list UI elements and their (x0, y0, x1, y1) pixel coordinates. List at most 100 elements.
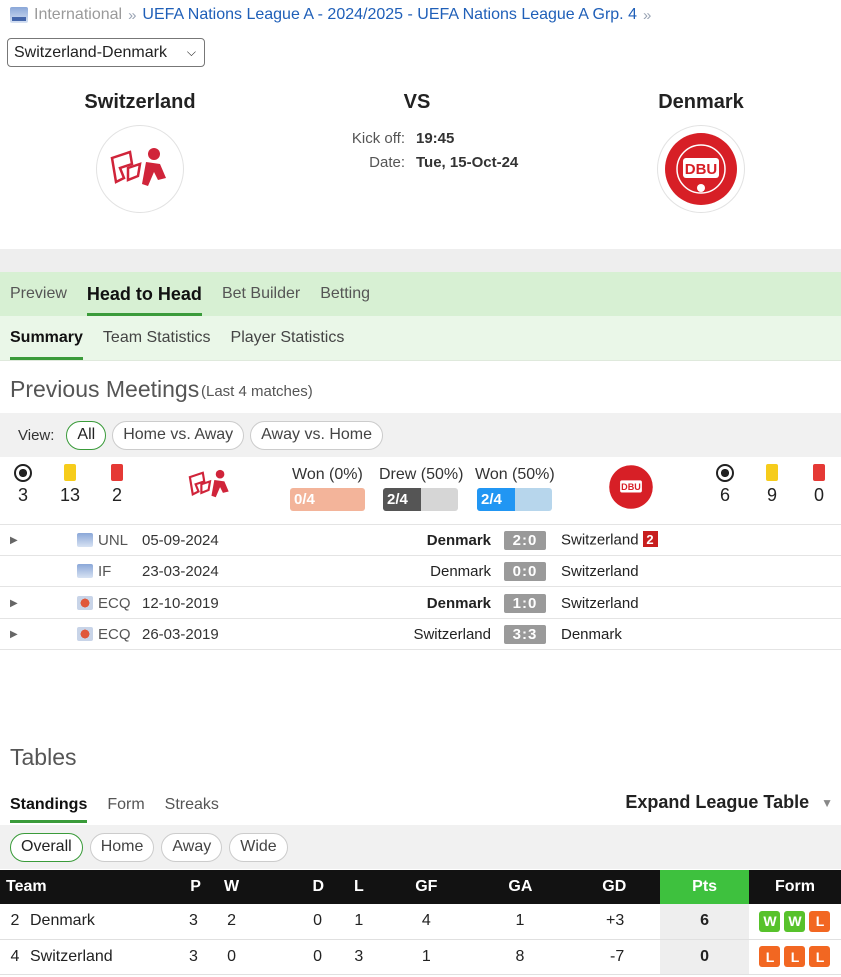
col-form[interactable]: Form (748, 870, 841, 904)
match-home-team: Switzerland (413, 625, 491, 643)
won-cell: 0 (207, 939, 256, 975)
form-badge[interactable]: W (759, 910, 781, 932)
match-select[interactable]: Switzerland-Denmark ⌵ (7, 38, 205, 67)
yellow-card-icon (766, 464, 786, 484)
match-row[interactable]: IF 23-03-2024 Denmark 0:0 Switzerland (0, 556, 841, 587)
col-points[interactable]: Pts (660, 870, 749, 904)
view-filter-bar: View: All Home vs. Away Away vs. Home (0, 413, 841, 457)
section-divider (0, 249, 841, 272)
form-badge[interactable]: L (759, 946, 781, 967)
fifa-icon (77, 533, 93, 547)
match-score[interactable]: 2:0 (504, 530, 546, 550)
played-cell: 3 (124, 939, 208, 975)
team-position: 4 (10, 947, 20, 965)
team-position: 2 (10, 912, 20, 930)
away-red-cards: 0 (813, 485, 824, 505)
col-drawn[interactable]: D (255, 870, 345, 904)
team-name[interactable]: Switzerland (30, 947, 113, 965)
tab-head-to-head[interactable]: Head to Head (86, 272, 202, 316)
match-score[interactable]: 3:3 (504, 624, 546, 644)
expand-arrow-icon[interactable]: ▶ (10, 534, 18, 546)
match-score[interactable]: 0:0 (504, 561, 546, 581)
swiss-federation-logo-icon (188, 469, 229, 498)
drew-bar: 2/4 (383, 488, 458, 511)
away-goals: 6 (719, 485, 730, 505)
match-row[interactable]: ▶ UNL 05-09-2024 Denmark 2:0 Switzerland… (0, 525, 841, 556)
goals-icon (716, 464, 736, 484)
dbu-small-crest-text: DBU (621, 482, 641, 492)
expand-league-table-button[interactable]: Expand League Table ▼ (625, 792, 833, 813)
tab-player-statistics[interactable]: Player Statistics (230, 329, 345, 346)
home-team-name[interactable]: Switzerland (84, 91, 196, 113)
expand-arrow-icon[interactable]: ▶ (10, 628, 18, 640)
view-away-vs-home-button[interactable]: Away vs. Home (250, 420, 384, 450)
filter-away-button[interactable]: Away (161, 832, 223, 862)
col-goal-difference[interactable]: GD (546, 870, 661, 904)
form-badge[interactable]: L (784, 946, 806, 967)
col-lost[interactable]: L (344, 870, 374, 904)
red-card-badge: 2 (642, 531, 658, 548)
home-goals: 3 (17, 485, 28, 505)
tab-bet-builder[interactable]: Bet Builder (221, 285, 301, 302)
goal-difference-cell: +3 (546, 904, 661, 940)
tables-title: Tables (10, 744, 77, 770)
match-away-team: Switzerland 2 (561, 531, 658, 549)
match-date: 26-03-2019 (142, 625, 219, 643)
tab-betting[interactable]: Betting (320, 285, 371, 302)
match-away-team: Denmark (561, 625, 622, 643)
divider (0, 524, 841, 525)
won-away-label: Won (50%) (475, 466, 555, 483)
tab-form[interactable]: Form (107, 795, 145, 813)
away-team-name[interactable]: Denmark (658, 91, 744, 113)
view-home-vs-away-button[interactable]: Home vs. Away (112, 420, 245, 450)
match-date: 12-10-2019 (142, 594, 219, 612)
tab-team-statistics[interactable]: Team Statistics (102, 329, 211, 346)
filter-overall-button[interactable]: Overall (10, 832, 83, 862)
breadcrumb-competition[interactable]: UEFA Nations League A - 2024/2025 - UEFA… (142, 6, 637, 23)
denmark-crest[interactable]: DBU (657, 125, 745, 213)
match-date: 05-09-2024 (142, 531, 219, 549)
date-value: Tue, 15-Oct-24 (416, 154, 519, 171)
expand-arrow-icon[interactable]: ▶ (10, 597, 18, 609)
tables-tabs: Standings Form Streaks (10, 786, 219, 823)
breadcrumb-separator: » (642, 6, 652, 24)
match-row[interactable]: ▶ ECQ 26-03-2019 Switzerland 3:3 Denmark (0, 619, 841, 650)
switzerland-crest[interactable] (96, 125, 184, 213)
main-tabs: Preview Head to Head Bet Builder Betting (0, 272, 841, 316)
col-won[interactable]: W (207, 870, 256, 904)
breadcrumb-international[interactable]: International (34, 6, 123, 23)
col-goals-for[interactable]: GF (373, 870, 479, 904)
form-badge[interactable]: W (784, 910, 806, 932)
col-team[interactable]: Team (0, 870, 125, 904)
match-score[interactable]: 1:0 (504, 593, 546, 613)
match-away-team-name: Switzerland (561, 531, 639, 549)
tab-summary[interactable]: Summary (10, 316, 83, 360)
col-goals-against[interactable]: GA (478, 870, 547, 904)
dbu-logo-icon: DBU (609, 465, 653, 509)
team-cell: 2 Denmark (0, 904, 125, 940)
goals-against-cell: 8 (478, 939, 547, 975)
drew-value: 2/4 (383, 488, 421, 511)
filter-wide-button[interactable]: Wide (229, 832, 288, 862)
col-played[interactable]: P (124, 870, 208, 904)
view-all-button[interactable]: All (66, 420, 107, 450)
switzerland-small-crest (187, 467, 233, 507)
match-row[interactable]: ▶ ECQ 12-10-2019 Denmark 1:0 Switzerland (0, 588, 841, 619)
standings-table: Team P W D L GF GA GD Pts Form 2 Denmark … (0, 870, 841, 975)
date-label: Date: (369, 154, 405, 171)
filter-home-button[interactable]: Home (89, 832, 155, 862)
team-name[interactable]: Denmark (30, 912, 95, 930)
tab-preview[interactable]: Preview (10, 285, 67, 302)
form-badge[interactable]: L (809, 946, 831, 967)
drawn-cell: 0 (255, 904, 345, 940)
form-badge[interactable]: L (809, 910, 831, 932)
won-cell: 2 (207, 904, 256, 940)
date-row: Date: Tue, 15-Oct-24 (330, 154, 518, 171)
won-home-bar: 0/4 (290, 488, 365, 511)
match-select-value: Switzerland-Denmark (14, 43, 167, 61)
tab-standings[interactable]: Standings (10, 786, 88, 823)
match-home-team: Denmark (426, 531, 491, 549)
tab-streaks[interactable]: Streaks (164, 795, 219, 813)
